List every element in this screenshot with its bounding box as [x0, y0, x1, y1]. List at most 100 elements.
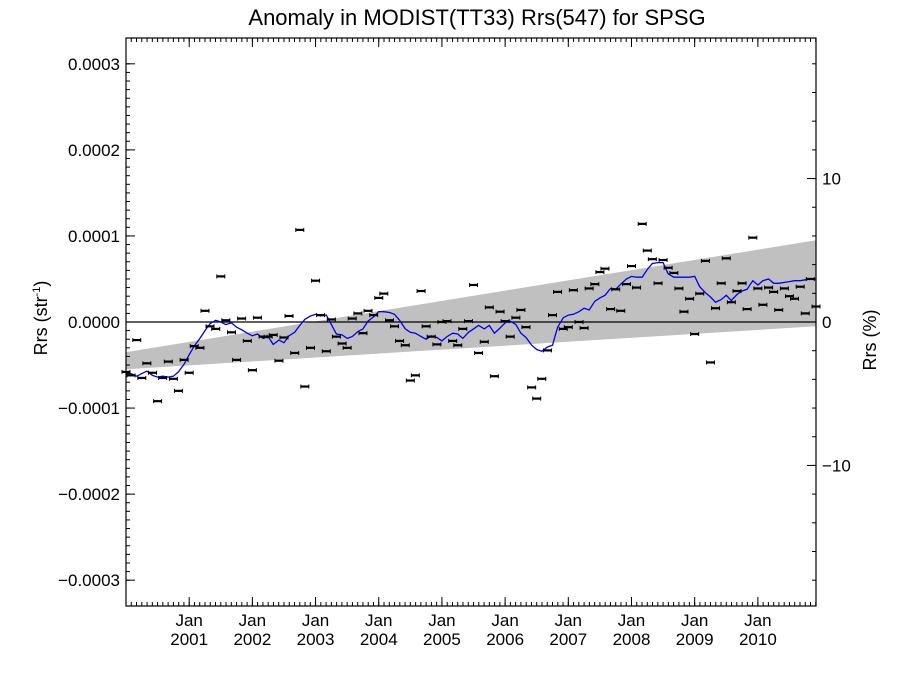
data-point — [326, 317, 336, 322]
data-point — [748, 235, 758, 240]
data-point — [463, 319, 473, 324]
data-point — [690, 332, 700, 337]
x-tick-label-month: Jan — [555, 611, 582, 630]
data-point — [405, 378, 415, 383]
data-point — [721, 256, 731, 261]
y-axis-right-label: Rrs (%) — [860, 310, 880, 371]
data-point — [290, 350, 300, 355]
y-right-tick-label: 0 — [822, 313, 831, 332]
data-point — [153, 399, 163, 404]
data-point — [311, 278, 321, 283]
data-point — [805, 276, 815, 281]
data-point — [342, 345, 352, 350]
data-point — [674, 286, 684, 291]
data-point — [505, 334, 515, 339]
x-tick-label-year: 2009 — [676, 630, 714, 649]
data-point — [421, 324, 431, 329]
data-point — [237, 316, 247, 321]
data-point — [568, 288, 578, 293]
data-point — [216, 274, 226, 279]
data-point — [247, 368, 257, 373]
data-point — [685, 296, 695, 301]
data-point — [331, 334, 341, 339]
data-point — [242, 338, 252, 343]
data-point — [132, 338, 142, 343]
data-point — [658, 258, 668, 263]
data-point — [211, 326, 221, 331]
data-point — [606, 307, 616, 312]
data-point — [611, 287, 621, 292]
x-tick-label-year: 2010 — [739, 630, 777, 649]
data-point — [374, 295, 384, 300]
data-point — [663, 265, 673, 270]
x-tick-label-year: 2001 — [170, 630, 208, 649]
data-point — [632, 285, 642, 290]
data-point — [516, 307, 526, 312]
moving-average-line — [126, 261, 816, 378]
data-point — [695, 291, 705, 296]
data-point — [395, 338, 405, 343]
data-point — [590, 282, 600, 287]
x-tick-label-month: Jan — [491, 611, 518, 630]
data-point — [232, 357, 242, 362]
data-point — [390, 324, 400, 329]
data-point — [653, 281, 663, 286]
data-point — [221, 318, 231, 323]
data-point — [363, 308, 373, 313]
data-point — [453, 343, 463, 348]
data-point — [574, 320, 584, 324]
data-point — [553, 289, 563, 294]
x-tick-label-year: 2002 — [233, 630, 271, 649]
x-tick-label-year: 2006 — [486, 630, 524, 649]
y-left-tick-label: −0.0003 — [58, 571, 120, 590]
y-left-tick-label: 0.0001 — [68, 227, 120, 246]
data-point — [584, 286, 594, 291]
confidence-band — [126, 240, 816, 370]
data-point — [764, 285, 774, 290]
data-point — [769, 289, 779, 294]
x-tick-label-year: 2003 — [297, 630, 335, 649]
y-axis-left-label-base: Rrs (str — [31, 296, 51, 355]
data-point — [737, 281, 747, 286]
data-point — [716, 281, 726, 286]
data-point — [158, 375, 168, 380]
data-point — [279, 335, 289, 340]
data-point — [621, 282, 631, 287]
data-point — [521, 325, 531, 330]
data-point — [711, 306, 721, 311]
data-point — [268, 332, 278, 337]
data-point — [300, 384, 310, 389]
data-point — [679, 309, 689, 314]
x-tick-label-month: Jan — [302, 611, 329, 630]
data-point — [316, 313, 326, 318]
data-point — [532, 396, 542, 401]
data-point — [647, 257, 657, 262]
data-point — [495, 309, 505, 314]
data-point — [489, 374, 499, 379]
data-point — [137, 375, 147, 380]
data-point — [295, 227, 305, 232]
data-point — [400, 343, 410, 348]
data-point — [148, 370, 158, 375]
y-left-tick-label: −0.0002 — [58, 485, 120, 504]
data-point — [500, 319, 510, 324]
data-point — [474, 350, 484, 355]
data-point — [779, 286, 789, 291]
data-point — [669, 270, 679, 275]
x-tick-label-month: Jan — [175, 611, 202, 630]
data-point — [732, 289, 742, 294]
data-point — [416, 289, 426, 294]
data-point — [563, 325, 573, 330]
data-point — [469, 282, 479, 287]
data-point — [205, 324, 215, 329]
y-axis-left-label-close: ) — [31, 281, 51, 287]
data-point — [379, 291, 389, 296]
data-point — [442, 319, 452, 324]
data-point — [179, 357, 189, 362]
chart-title: Anomaly in MODIST(TT33) Rrs(547) for SPS… — [248, 5, 705, 30]
data-point — [432, 342, 442, 347]
data-point — [537, 376, 547, 381]
data-point — [306, 345, 316, 350]
data-point — [758, 302, 768, 307]
